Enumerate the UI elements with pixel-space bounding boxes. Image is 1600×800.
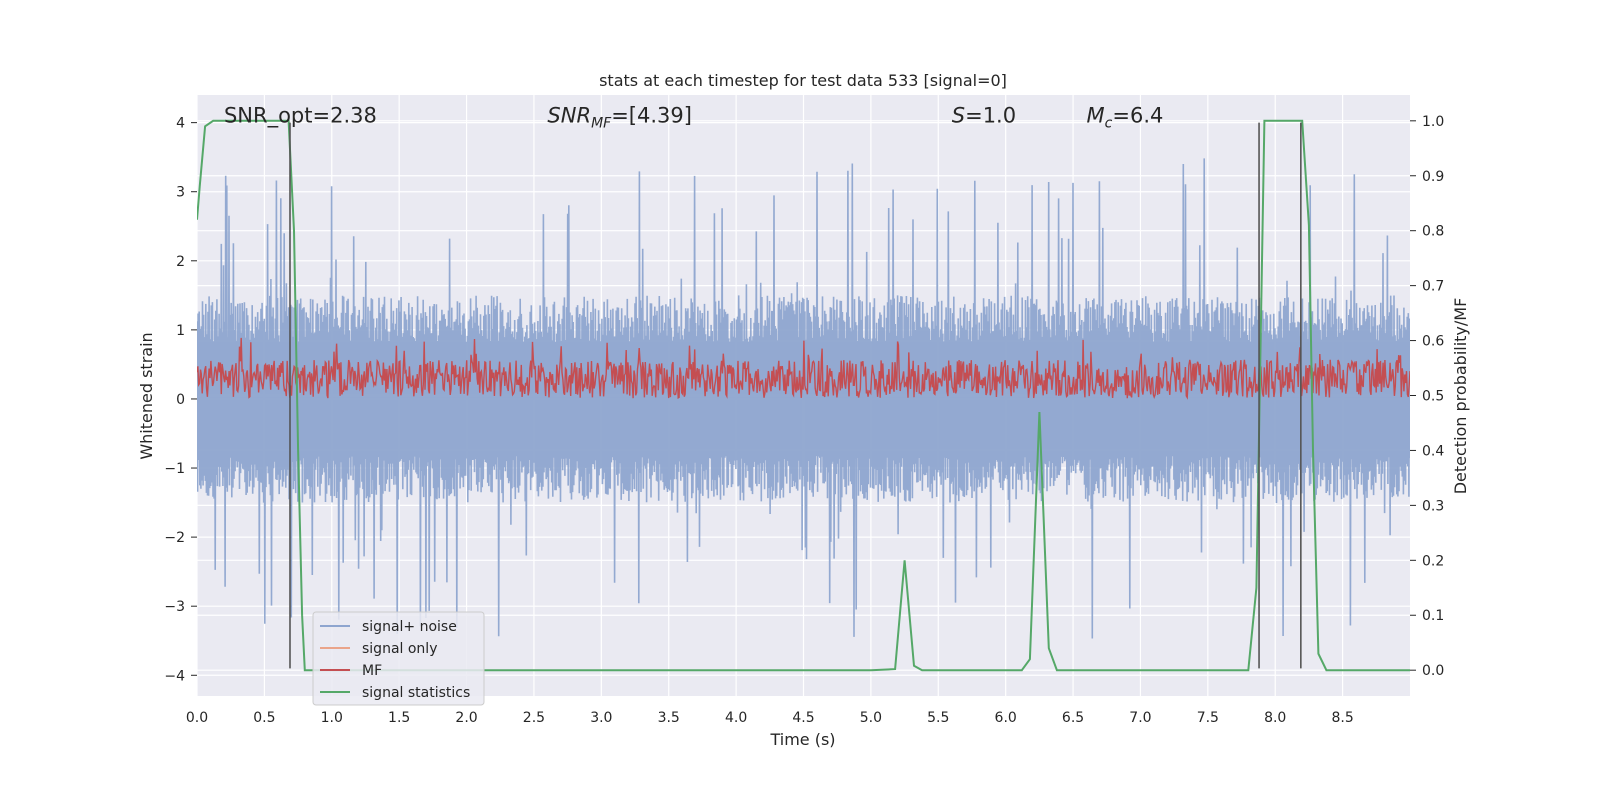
y2-tick-label: 0.7 (1422, 279, 1444, 295)
y-tick-label: 1 (176, 323, 185, 339)
x-tick-label: 5.0 (860, 710, 882, 726)
y-tick-label: −2 (164, 530, 185, 546)
legend-label: MF (362, 663, 382, 679)
y-tick-label: −3 (164, 599, 185, 615)
x-tick-label: 6.5 (1062, 710, 1084, 726)
x-tick-label: 4.5 (792, 710, 814, 726)
annotations: SNR_opt=2.38 SNRMF=[4.39] S=1.0 Mc=6.4 (224, 104, 1163, 132)
vertical-markers (289, 122, 1302, 669)
y2-tick-label: 0.8 (1422, 224, 1444, 240)
x-tick-label: 2.0 (455, 710, 477, 726)
legend: signal+ noise signal only MF signal statist… (312, 611, 485, 706)
x-tick-label: 1.5 (388, 710, 410, 726)
x-tick-label: 4.0 (725, 710, 747, 726)
x-tick-label: 3.0 (590, 710, 612, 726)
x-tick-label: 8.0 (1264, 710, 1286, 726)
y2-tick-label: 0.1 (1422, 608, 1444, 624)
y-tick-label: 3 (176, 185, 185, 201)
y2-tick-label: 0.0 (1422, 663, 1444, 679)
x-tick-label: 1.0 (321, 710, 343, 726)
series-layer (197, 119, 1410, 672)
chart-title: stats at each timestep for test data 533… (599, 71, 1007, 90)
y2-tick-label: 0.9 (1422, 169, 1444, 185)
y2-tick-labels: 1.0 0.9 0.8 0.7 0.6 0.5 0.4 0.3 0.2 0.1 0.0 (1410, 114, 1444, 679)
y-axis-label: Whitened strain (137, 332, 156, 459)
legend-label: signal only (362, 641, 437, 657)
annotation-text: Mc=6.4 (1087, 104, 1164, 132)
x-tick-label: 7.5 (1197, 710, 1219, 726)
x-tick-label: 0.0 (186, 710, 208, 726)
annotation-text: SNR_opt=2.38 (224, 104, 377, 129)
x-tick-label: 6.0 (995, 710, 1017, 726)
y2-tick-label: 0.6 (1422, 334, 1444, 350)
x-tick-labels: 0.0 0.5 1.0 1.5 2.0 2.5 3.0 3.5 4.0 4.5 5.0 5.5 6.0 6… (186, 710, 1354, 726)
y-tick-label: −1 (164, 461, 185, 477)
annotation-text: SNRMF=[4.39] (547, 104, 692, 132)
legend-label: signal+ noise (362, 619, 457, 635)
legend-box (312, 611, 485, 706)
x-tick-label: 8.5 (1331, 710, 1353, 726)
y2-tick-label: 0.3 (1422, 498, 1444, 514)
legend-label: signal statistics (362, 685, 470, 701)
y2-axis-label: Detection probability/MF (1451, 298, 1470, 495)
y-tick-label: 4 (176, 116, 185, 132)
x-tick-label: 3.5 (658, 710, 680, 726)
series-signal-statistics-line (197, 119, 1410, 672)
y2-tick-label: 0.4 (1422, 443, 1444, 459)
y-tick-label: 0 (176, 392, 185, 408)
x-tick-label: 0.5 (253, 710, 275, 726)
x-tick-label: 5.5 (927, 710, 949, 726)
x-axis-label: Time (s) (769, 730, 835, 749)
y-tick-label: 2 (176, 254, 185, 270)
x-tick-label: 7.0 (1129, 710, 1151, 726)
x-tick-label: 2.5 (523, 710, 545, 726)
y2-tick-label: 1.0 (1422, 114, 1444, 130)
series-mf-line (197, 337, 1410, 400)
y2-tick-label: 0.5 (1422, 389, 1444, 405)
annotation-text: S=1.0 (952, 104, 1016, 128)
y-tick-label: −4 (164, 668, 185, 684)
y-tick-labels: 4 3 2 1 0 −1 −2 −3 −4 (164, 116, 197, 684)
y2-tick-label: 0.2 (1422, 553, 1444, 569)
